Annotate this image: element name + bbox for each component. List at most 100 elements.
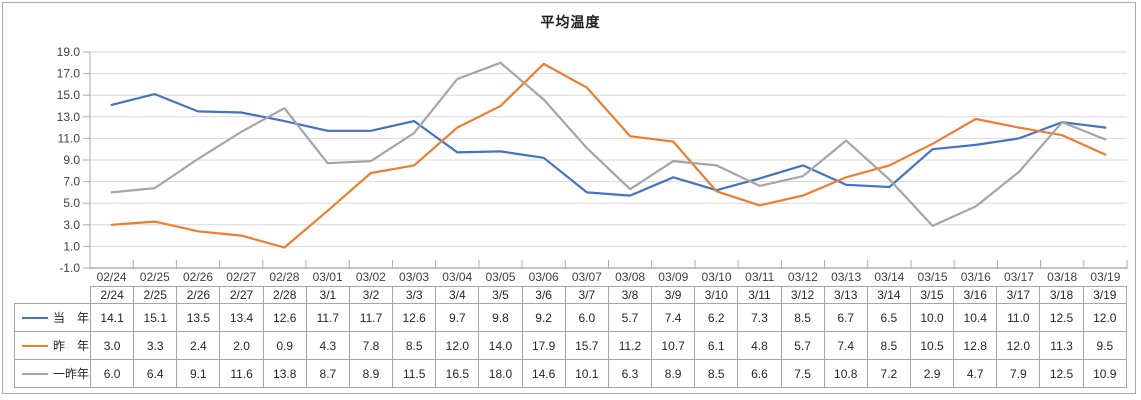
table-value-cell: 12.5 [1039,359,1084,388]
legend-key-line-icon [22,344,48,347]
table-value-cell: 12.0 [435,331,480,360]
table-value-cell: 9.8 [478,303,523,332]
table-value-cell: 11.0 [996,303,1041,332]
y-axis-label: 19.0 [57,45,81,59]
x-axis-label: 03/16 [961,270,991,284]
x-axis-label: 03/17 [1004,270,1034,284]
table-value-cell: 7.2 [866,359,911,388]
table-value-cell: 14.0 [478,331,523,360]
y-axis-label: 3.0 [63,218,80,232]
table-header-cell: 2/27 [219,286,264,304]
x-axis-label: 03/09 [658,270,688,284]
table-value-cell: 11.7 [305,303,350,332]
table-value-cell: 6.4 [133,359,178,388]
table-header-cell: 3/13 [823,286,868,304]
table-value-cell: 18.0 [478,359,523,388]
table-value-cell: 17.9 [521,331,566,360]
x-axis-label: 03/05 [485,270,515,284]
table-value-cell: 8.5 [694,359,739,388]
legend-cell-two-years-ago: 一昨年 [14,359,91,388]
series-line-current-year [110,92,1107,197]
table-value-cell: 2.9 [909,359,955,388]
table-value-cell: 7.5 [780,359,825,388]
table-value-cell: 8.9 [348,359,394,388]
x-axis-label: 03/13 [831,270,861,284]
table-header-cell: 3/4 [435,286,480,304]
table-value-cell: 16.5 [435,359,480,388]
legend-label: 一昨年 [53,367,90,381]
table-header-row: 2/24 2/25 2/26 2/27 2/28 3/1 3/2 3/3 3/4 3/5 3/6 3/… [15,286,1128,304]
table-value-cell: 9.5 [1082,331,1128,360]
y-axis-label: 11.0 [58,131,81,145]
y-axis-label: 7.0 [63,175,80,189]
table-value-cell: 6.1 [694,331,739,360]
table-value-cell: 6.2 [694,303,739,332]
table-header-cell: 3/15 [909,286,955,304]
table-value-cell: 11.5 [392,359,437,388]
x-axis-label: 02/28 [269,270,299,284]
table-value-cell: 11.2 [607,331,653,360]
table-value-cell: 8.5 [866,331,911,360]
table-value-cell: 10.1 [564,359,609,388]
x-axis-label: 03/15 [918,270,948,284]
legend-label: 昨 年 [53,339,90,353]
table-value-cell: 9.2 [521,303,566,332]
table-header-cell: 3/18 [1039,286,1084,304]
table-value-cell: 11.3 [1039,331,1084,360]
table-value-cell: 6.0 [89,359,135,388]
legend-label: 当 年 [53,311,90,325]
table-value-cell: 9.1 [176,359,221,388]
table-value-cell: 6.0 [564,303,609,332]
table-value-cell: 13.5 [176,303,221,332]
table-value-cell: 12.8 [953,331,998,360]
table-value-cell: 2.0 [219,331,264,360]
table-value-cell: 6.7 [823,303,868,332]
table-value-cell: 6.3 [607,359,653,388]
table-value-cell: 8.7 [305,359,350,388]
table-value-cell: 5.7 [780,331,825,360]
table-value-cell: 6.6 [737,359,782,388]
table-header-cell: 3/9 [651,286,696,304]
x-axis-label: 03/08 [615,270,645,284]
legend-entry: 昨 年 [16,337,90,354]
x-axis-label: 03/03 [399,270,429,284]
table-value-cell: 5.7 [607,303,653,332]
x-axis-label: 03/12 [788,270,818,284]
table-value-cell: 12.6 [392,303,437,332]
table-value-cell: 8.9 [651,359,696,388]
table-value-cell: 4.8 [737,331,782,360]
table-value-cell: 7.4 [823,331,868,360]
table-value-cell: 15.7 [564,331,609,360]
data-table: 2/24 2/25 2/26 2/27 2/28 3/1 3/2 3/3 3/4 3/5 3/6 3/… [14,286,1128,388]
table-value-cell: 3.3 [133,331,178,360]
table-header-cell: 3/1 [305,286,350,304]
table-value-cell: 10.4 [953,303,998,332]
series-line-previous-year [110,62,1107,249]
table-header-cell: 3/16 [953,286,998,304]
table-value-cell: 4.3 [305,331,350,360]
table-value-cell: 13.8 [262,359,307,388]
x-axis-label: 02/25 [140,270,170,284]
table-header-cell: 3/3 [392,286,437,304]
table-value-cell: 12.0 [996,331,1041,360]
x-axis-label: 03/19 [1090,270,1120,284]
y-axis-label: 5.0 [63,196,80,210]
chart-title: 平均温度 [540,14,601,30]
table-value-cell: 4.7 [953,359,998,388]
table-value-cell: 12.0 [1082,303,1128,332]
table-row-current-year: 当 年 14.1 15.1 13.5 13.4 12.6 11.7 11.7 12.6 9.7 9.… [14,303,1128,332]
table-value-cell: 12.6 [262,303,307,332]
x-axis-label: 02/27 [226,270,256,284]
y-axis-label: 13.0 [57,110,81,124]
table-value-cell: 10.5 [909,331,955,360]
table-value-cell: 10.8 [823,359,868,388]
table-value-cell: 15.1 [133,303,178,332]
table-header-cell: 3/5 [478,286,523,304]
y-axis-label: -1.0 [59,261,80,275]
y-axis-label: 9.0 [63,153,80,167]
table-value-cell: 7.9 [996,359,1041,388]
table-row-previous-year: 昨 年 3.0 3.3 2.4 2.0 0.9 4.3 7.8 8.5 12.0 14.0 17.9 1… [14,331,1128,360]
x-axis-label: 03/14 [874,270,904,284]
table-value-cell: 7.8 [348,331,394,360]
